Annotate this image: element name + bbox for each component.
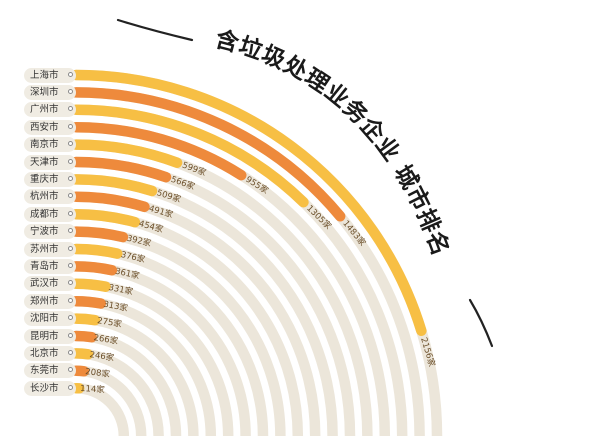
value-label-17: 246家 [89,349,116,364]
bar-9 [70,208,141,228]
bar-14 [70,295,107,309]
value-label-15: 275家 [96,315,123,330]
bar-16 [70,330,97,343]
city-dot-icon [68,193,73,199]
bar-10 [70,226,129,243]
value-label-13: 331家 [108,282,135,298]
city-dot-icon [68,297,73,303]
city-dot-icon [68,384,73,390]
city-name: 南京市 [30,139,59,151]
city-label-17: 北京市 [24,345,76,361]
track-15 [70,313,199,436]
city-label-10: 宁波市 [24,224,76,240]
city-dot-icon [68,228,73,234]
city-dot-icon [68,245,73,251]
city-label-5: 南京市 [24,137,76,153]
city-name: 郑州市 [30,295,59,307]
value-label-5: 599家 [181,160,208,179]
city-name: 成都市 [30,208,59,220]
city-name: 深圳市 [30,86,59,98]
city-name: 西安市 [30,121,59,133]
city-label-15: 沈阳市 [24,311,76,327]
bar-6 [70,156,172,183]
city-name: 北京市 [30,347,59,359]
bar-8 [70,191,150,213]
value-label-18: 208家 [85,366,111,380]
city-name: 宁波市 [30,226,59,238]
value-label-12: 361家 [114,266,141,282]
city-dot-icon [68,280,73,286]
city-name: 昆明市 [30,330,59,342]
city-name: 杭州市 [30,191,59,203]
city-label-19: 长沙市 [24,380,76,396]
city-name: 沈阳市 [30,313,59,325]
value-label-1: 2156家 [418,336,437,369]
value-label-16: 266家 [93,332,120,347]
bar-7 [70,174,158,197]
city-name: 武汉市 [30,278,59,290]
city-label-1: 上海市 [24,67,76,83]
city-dot-icon [68,71,73,77]
city-label-4: 西安市 [24,119,76,135]
value-label-19: 114家 [80,383,106,396]
bar-15 [70,313,101,326]
city-label-3: 广州市 [24,102,76,118]
city-label-14: 郑州市 [24,293,76,309]
city-name: 重庆市 [30,173,59,185]
value-label-14: 313家 [102,299,129,314]
city-label-11: 苏州市 [24,241,76,257]
city-label-18: 东莞市 [24,363,76,379]
city-label-16: 昆明市 [24,328,76,344]
bars-layer [70,69,427,394]
bar-12 [70,261,118,276]
city-label-6: 天津市 [24,154,76,170]
bar-13 [70,278,111,292]
bar-11 [70,243,123,259]
city-name: 苏州市 [30,243,59,255]
city-name: 东莞市 [30,365,59,377]
city-label-8: 杭州市 [24,189,76,205]
value-label-7: 509家 [155,187,182,205]
city-dot-icon [68,141,73,147]
city-dot-icon [68,123,73,129]
city-label-7: 重庆市 [24,171,76,187]
city-name: 上海市 [30,69,59,81]
title-decor-line-right [468,298,494,348]
bar-3 [70,104,309,208]
city-name: 青岛市 [30,260,59,272]
city-dot-icon [68,332,73,338]
track-19 [70,382,130,436]
city-name: 天津市 [30,156,59,168]
city-dot-icon [68,210,73,216]
city-label-12: 青岛市 [24,258,76,274]
title-decor-line-top [116,18,194,42]
city-dot-icon [68,367,73,373]
value-label-11: 376家 [120,249,147,265]
city-dot-icon [68,262,73,268]
bar-5 [70,139,183,168]
city-label-2: 深圳市 [24,84,76,100]
city-name: 长沙市 [30,382,59,394]
city-dot-icon [68,106,73,112]
city-label-13: 武汉市 [24,276,76,292]
bar-2 [70,87,346,222]
bar-4 [70,121,247,181]
city-dot-icon [68,349,73,355]
city-dot-icon [68,88,73,94]
bar-1 [70,69,427,337]
city-dot-icon [68,175,73,181]
bar-17 [70,348,94,360]
city-dot-icon [68,158,73,164]
city-dot-icon [68,315,73,321]
city-label-9: 成都市 [24,206,76,222]
city-name: 广州市 [30,104,59,116]
value-label-6: 566家 [169,174,196,193]
